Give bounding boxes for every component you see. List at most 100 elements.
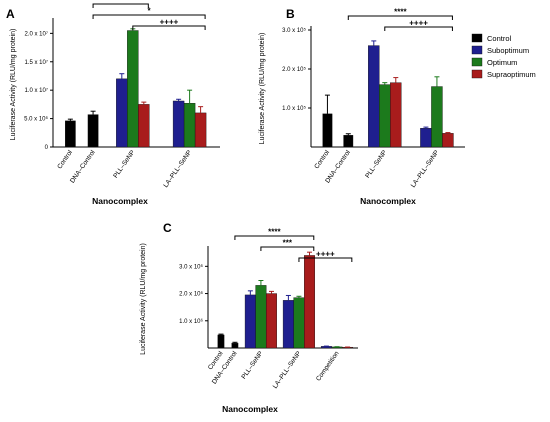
bar [244, 294, 256, 349]
y-axis-label: Luciferase Activity (RLU/mg protein) [140, 243, 147, 355]
bar [442, 133, 454, 148]
bar-group [65, 118, 76, 148]
y-tick-label: 1.0 x 10⁶ [179, 318, 203, 325]
bar [368, 45, 380, 148]
legend-item: Supraoptimum [471, 69, 536, 79]
bar [217, 334, 225, 349]
bar [183, 103, 196, 148]
x-tick-label: PLL–SeNP [364, 149, 388, 179]
bracket-line [92, 14, 206, 19]
bar [379, 84, 391, 148]
y-tick-label: 2.0 x 10⁵ [282, 66, 306, 73]
x-tick-label: Control [56, 149, 74, 171]
y-tick-label: 2.0 x 10⁶ [179, 291, 203, 298]
x-tick-label: Control [313, 149, 331, 171]
legend-item: Suboptimum [471, 45, 529, 55]
significance-bracket: *** [260, 239, 315, 251]
legend-swatch [471, 33, 483, 43]
legend: Control Suboptimum Optimum Supraoptimum [471, 33, 536, 79]
significance-label: ++++ [316, 250, 335, 259]
y-tick-label: 2.0 x 10⁷ [24, 30, 48, 37]
bar-group [217, 333, 225, 349]
x-tick-label: LA–PLL–SeNP [162, 149, 193, 189]
bar [231, 342, 239, 349]
panel-letter: C [163, 221, 172, 235]
bar [320, 346, 332, 349]
y-tick-label: 1.5 x 10⁷ [24, 59, 48, 66]
y-tick-label: 3.0 x 10⁶ [179, 263, 203, 270]
legend-swatch [471, 45, 483, 55]
bar [431, 86, 443, 148]
bar [138, 104, 150, 148]
bar-group [343, 133, 354, 148]
x-tick-label: LA–PLL–SeNP [272, 350, 303, 390]
significance-label: * [148, 7, 152, 16]
bar [172, 100, 185, 148]
legend-label: Suboptimum [487, 46, 529, 55]
y-tick-label: 1.0 x 10⁵ [282, 105, 306, 112]
bar-group [172, 89, 207, 148]
legend-label: Optimum [487, 58, 517, 67]
bar [194, 112, 207, 148]
y-tick-label: 5.0 x 10⁶ [24, 116, 48, 123]
y-tick-label: 3.0 x 10⁵ [282, 27, 306, 34]
bar [390, 82, 402, 148]
bar [127, 30, 139, 148]
significance-label: *** [283, 239, 293, 248]
bar-group [116, 28, 150, 148]
panel-B: B 1.0 x 10⁵ 2.0 x 10⁵ 3.0 x 10⁵ Luciferase A… [259, 7, 465, 206]
bar-group [231, 341, 239, 349]
legend-label: Control [487, 34, 512, 43]
x-tick-label: PLL–SeNP [240, 350, 264, 380]
significance-bracket: ++++ [298, 250, 353, 262]
legend-item: Control [471, 33, 512, 43]
bar [304, 255, 315, 349]
x-tick-label: Competition [315, 350, 341, 383]
bracket-line [92, 3, 149, 8]
bar [343, 135, 354, 148]
x-axis-label: Nanocomplex [92, 196, 148, 206]
panel-letter: B [286, 7, 295, 21]
panel-C: C 1.0 x 10⁶ 2.0 x 10⁶ 3.0 x 10⁶ Luciferase A… [140, 221, 358, 414]
significance-bracket: **** [234, 228, 315, 240]
significance-bracket: **** [92, 0, 149, 8]
y-tick-label: 0 [45, 145, 49, 151]
significance-bracket: ++++ [132, 18, 206, 30]
legend-swatch [471, 69, 483, 79]
bar [293, 297, 305, 349]
y-axis-label: Luciferase Activity (RLU/mg protein) [259, 33, 266, 145]
bar [265, 293, 277, 349]
significance-label: **** [268, 228, 281, 237]
x-axis-label: Nanocomplex [222, 404, 278, 414]
bar [116, 78, 128, 148]
x-axis-label: Nanocomplex [360, 196, 416, 206]
legend-item: Optimum [471, 57, 517, 67]
bracket-line [132, 25, 206, 30]
significance-label: ++++ [160, 18, 179, 27]
panel-letter: A [6, 7, 15, 21]
y-axis-label: Luciferase Activity (RLU/mg protein) [10, 29, 17, 141]
x-tick-label: LA–PLL–SeNP [410, 149, 441, 189]
bar [282, 300, 294, 349]
bracket-line [384, 26, 453, 31]
bar-group [87, 110, 99, 148]
bar-group [368, 40, 402, 148]
bar [420, 128, 432, 148]
significance-label: **** [394, 8, 407, 17]
bar-group [244, 279, 277, 349]
bar [255, 285, 267, 349]
bracket-line [347, 15, 453, 20]
bar-group [322, 94, 333, 148]
significance-bracket: ++++ [384, 19, 453, 31]
bar [322, 113, 333, 148]
panel-A: A 0 5.0 x 10⁶ 1.0 x 10⁷ 1.5 x 10⁷ 2.0 x 10⁷ Lu… [6, 0, 220, 206]
y-tick-label: 1.0 x 10⁷ [24, 87, 48, 94]
bracket-line [260, 246, 315, 251]
significance-bracket: **** [347, 8, 453, 20]
bar-group [282, 251, 315, 349]
bar-group [420, 76, 454, 148]
significance-bracket: * [92, 7, 206, 19]
legend-swatch [471, 57, 483, 67]
x-tick-label: PLL–SeNP [112, 149, 136, 179]
